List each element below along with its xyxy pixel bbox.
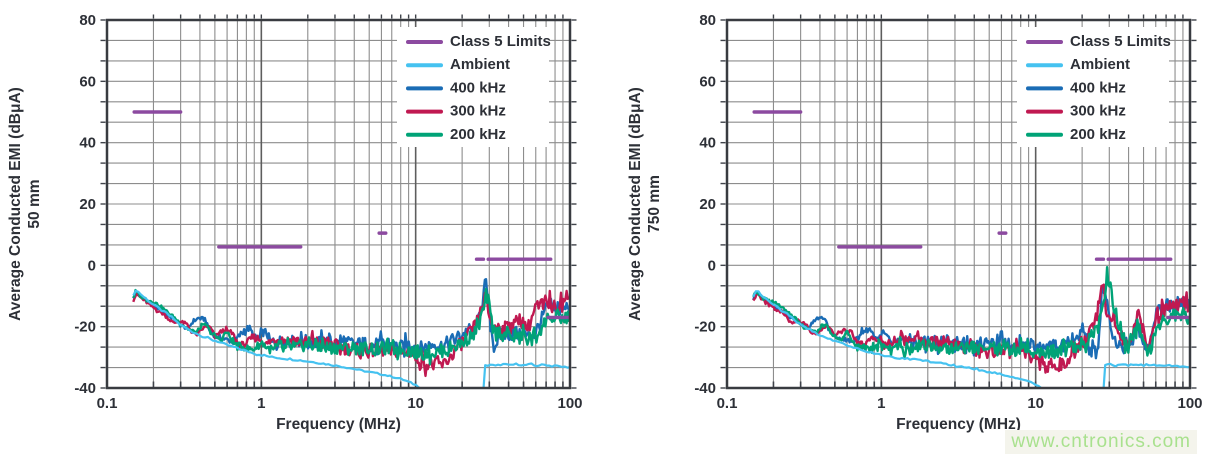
legend-label-200-khz: 200 kHz bbox=[1070, 126, 1126, 143]
class-5-limits-segments bbox=[132, 110, 570, 320]
y-axis-subtitle: 750 mm bbox=[646, 175, 663, 233]
y-axis-subtitle: 50 mm bbox=[26, 179, 43, 228]
legend-label-300-khz: 300 kHz bbox=[450, 103, 506, 120]
legend-entry-300-khz: 300 kHz bbox=[406, 103, 506, 120]
y-tick-label: 0 bbox=[88, 257, 96, 274]
x-tick-label: 100 bbox=[1177, 395, 1202, 412]
legend-label-ambient: Ambient bbox=[1070, 56, 1130, 73]
y-tick-label: -20 bbox=[694, 319, 716, 336]
x-tick-label: 10 bbox=[1027, 395, 1044, 412]
series-200-khz-line bbox=[752, 266, 1190, 360]
x-tick-label: 1 bbox=[877, 395, 885, 412]
x-axis-title: Frequency (MHz) bbox=[896, 416, 1021, 433]
series-lines bbox=[752, 266, 1190, 388]
legend-label-200-khz: 200 kHz bbox=[450, 126, 506, 143]
legend-entry-class-5-limits: Class 5 Limits bbox=[1026, 33, 1171, 50]
legend-label-class-5-limits: Class 5 Limits bbox=[450, 33, 551, 50]
y-tick-label: 0 bbox=[708, 257, 716, 274]
x-tick-label: 0.1 bbox=[97, 395, 118, 412]
y-tick-label: -20 bbox=[74, 319, 96, 336]
axis-tick-labels: 80 60 40 20 0 -20 -400.1 1 10 100 bbox=[694, 12, 1202, 412]
series-400-khz-line bbox=[132, 278, 570, 358]
series-lines bbox=[132, 278, 570, 388]
x-tick-label: 0.1 bbox=[717, 395, 738, 412]
class-5-limits-segments bbox=[752, 110, 1190, 320]
x-tick-label: 10 bbox=[407, 395, 424, 412]
series-ambient-line bbox=[752, 290, 1190, 388]
plot-border bbox=[725, 18, 1192, 390]
legend-label-ambient: Ambient bbox=[450, 56, 510, 73]
y-tick-label: -40 bbox=[74, 380, 96, 397]
x-tick-label: 1 bbox=[257, 395, 265, 412]
tick-marks bbox=[720, 14, 1197, 389]
axis-tick-labels: 80 60 40 20 0 -20 -400.1 1 10 100 bbox=[74, 12, 582, 412]
plot-750mm: Class 5 Limits Ambient 400 kHz 300 kHz 200 k… bbox=[627, 12, 1203, 433]
legend-label-300-khz: 300 kHz bbox=[1070, 103, 1126, 120]
y-tick-label: 40 bbox=[79, 135, 96, 152]
plot-border bbox=[105, 18, 572, 390]
x-tick-label: 100 bbox=[557, 395, 582, 412]
y-axis-title: Average Conducted EMI (dBμA) bbox=[7, 87, 24, 321]
legend-label-400-khz: 400 kHz bbox=[450, 79, 506, 96]
y-tick-label: 20 bbox=[79, 196, 96, 213]
x-axis-title: Frequency (MHz) bbox=[276, 416, 401, 433]
legend-entry-400-khz: 400 kHz bbox=[1026, 79, 1126, 96]
tick-marks bbox=[100, 14, 577, 389]
legend: Class 5 Limits Ambient 400 kHz 300 kHz 200 k… bbox=[397, 27, 551, 147]
legend-entry-400-khz: 400 kHz bbox=[406, 79, 506, 96]
legend-entry-200-khz: 200 kHz bbox=[406, 126, 506, 143]
legend-entry-ambient: Ambient bbox=[406, 56, 510, 73]
legend-label-400-khz: 400 kHz bbox=[1070, 79, 1126, 96]
y-axis-title: Average Conducted EMI (dBμA) bbox=[627, 87, 644, 321]
legend-entry-ambient: Ambient bbox=[1026, 56, 1130, 73]
y-tick-label: 80 bbox=[699, 12, 716, 29]
series-ambient-line bbox=[132, 289, 570, 388]
legend: Class 5 Limits Ambient 400 kHz 300 kHz 200 k… bbox=[1017, 27, 1171, 147]
chart-50mm: Class 5 Limits Ambient 400 kHz 300 kHz 200 k… bbox=[0, 0, 602, 456]
y-tick-label: 80 bbox=[79, 12, 96, 29]
chart-750mm: Class 5 Limits Ambient 400 kHz 300 kHz 200 k… bbox=[603, 0, 1205, 456]
y-tick-label: 40 bbox=[699, 135, 716, 152]
y-tick-label: 60 bbox=[699, 73, 716, 90]
series-200-khz-line bbox=[132, 287, 570, 366]
plot-50mm: Class 5 Limits Ambient 400 kHz 300 kHz 200 k… bbox=[7, 12, 583, 433]
legend-entry-200-khz: 200 kHz bbox=[1026, 126, 1126, 143]
y-tick-label: 20 bbox=[699, 196, 716, 213]
legend-entry-class-5-limits: Class 5 Limits bbox=[406, 33, 551, 50]
legend-label-class-5-limits: Class 5 Limits bbox=[1070, 33, 1171, 50]
y-tick-label: -40 bbox=[694, 380, 716, 397]
watermark-text: www.cntronics.com bbox=[1005, 430, 1197, 454]
y-tick-label: 60 bbox=[79, 73, 96, 90]
legend-entry-300-khz: 300 kHz bbox=[1026, 103, 1126, 120]
